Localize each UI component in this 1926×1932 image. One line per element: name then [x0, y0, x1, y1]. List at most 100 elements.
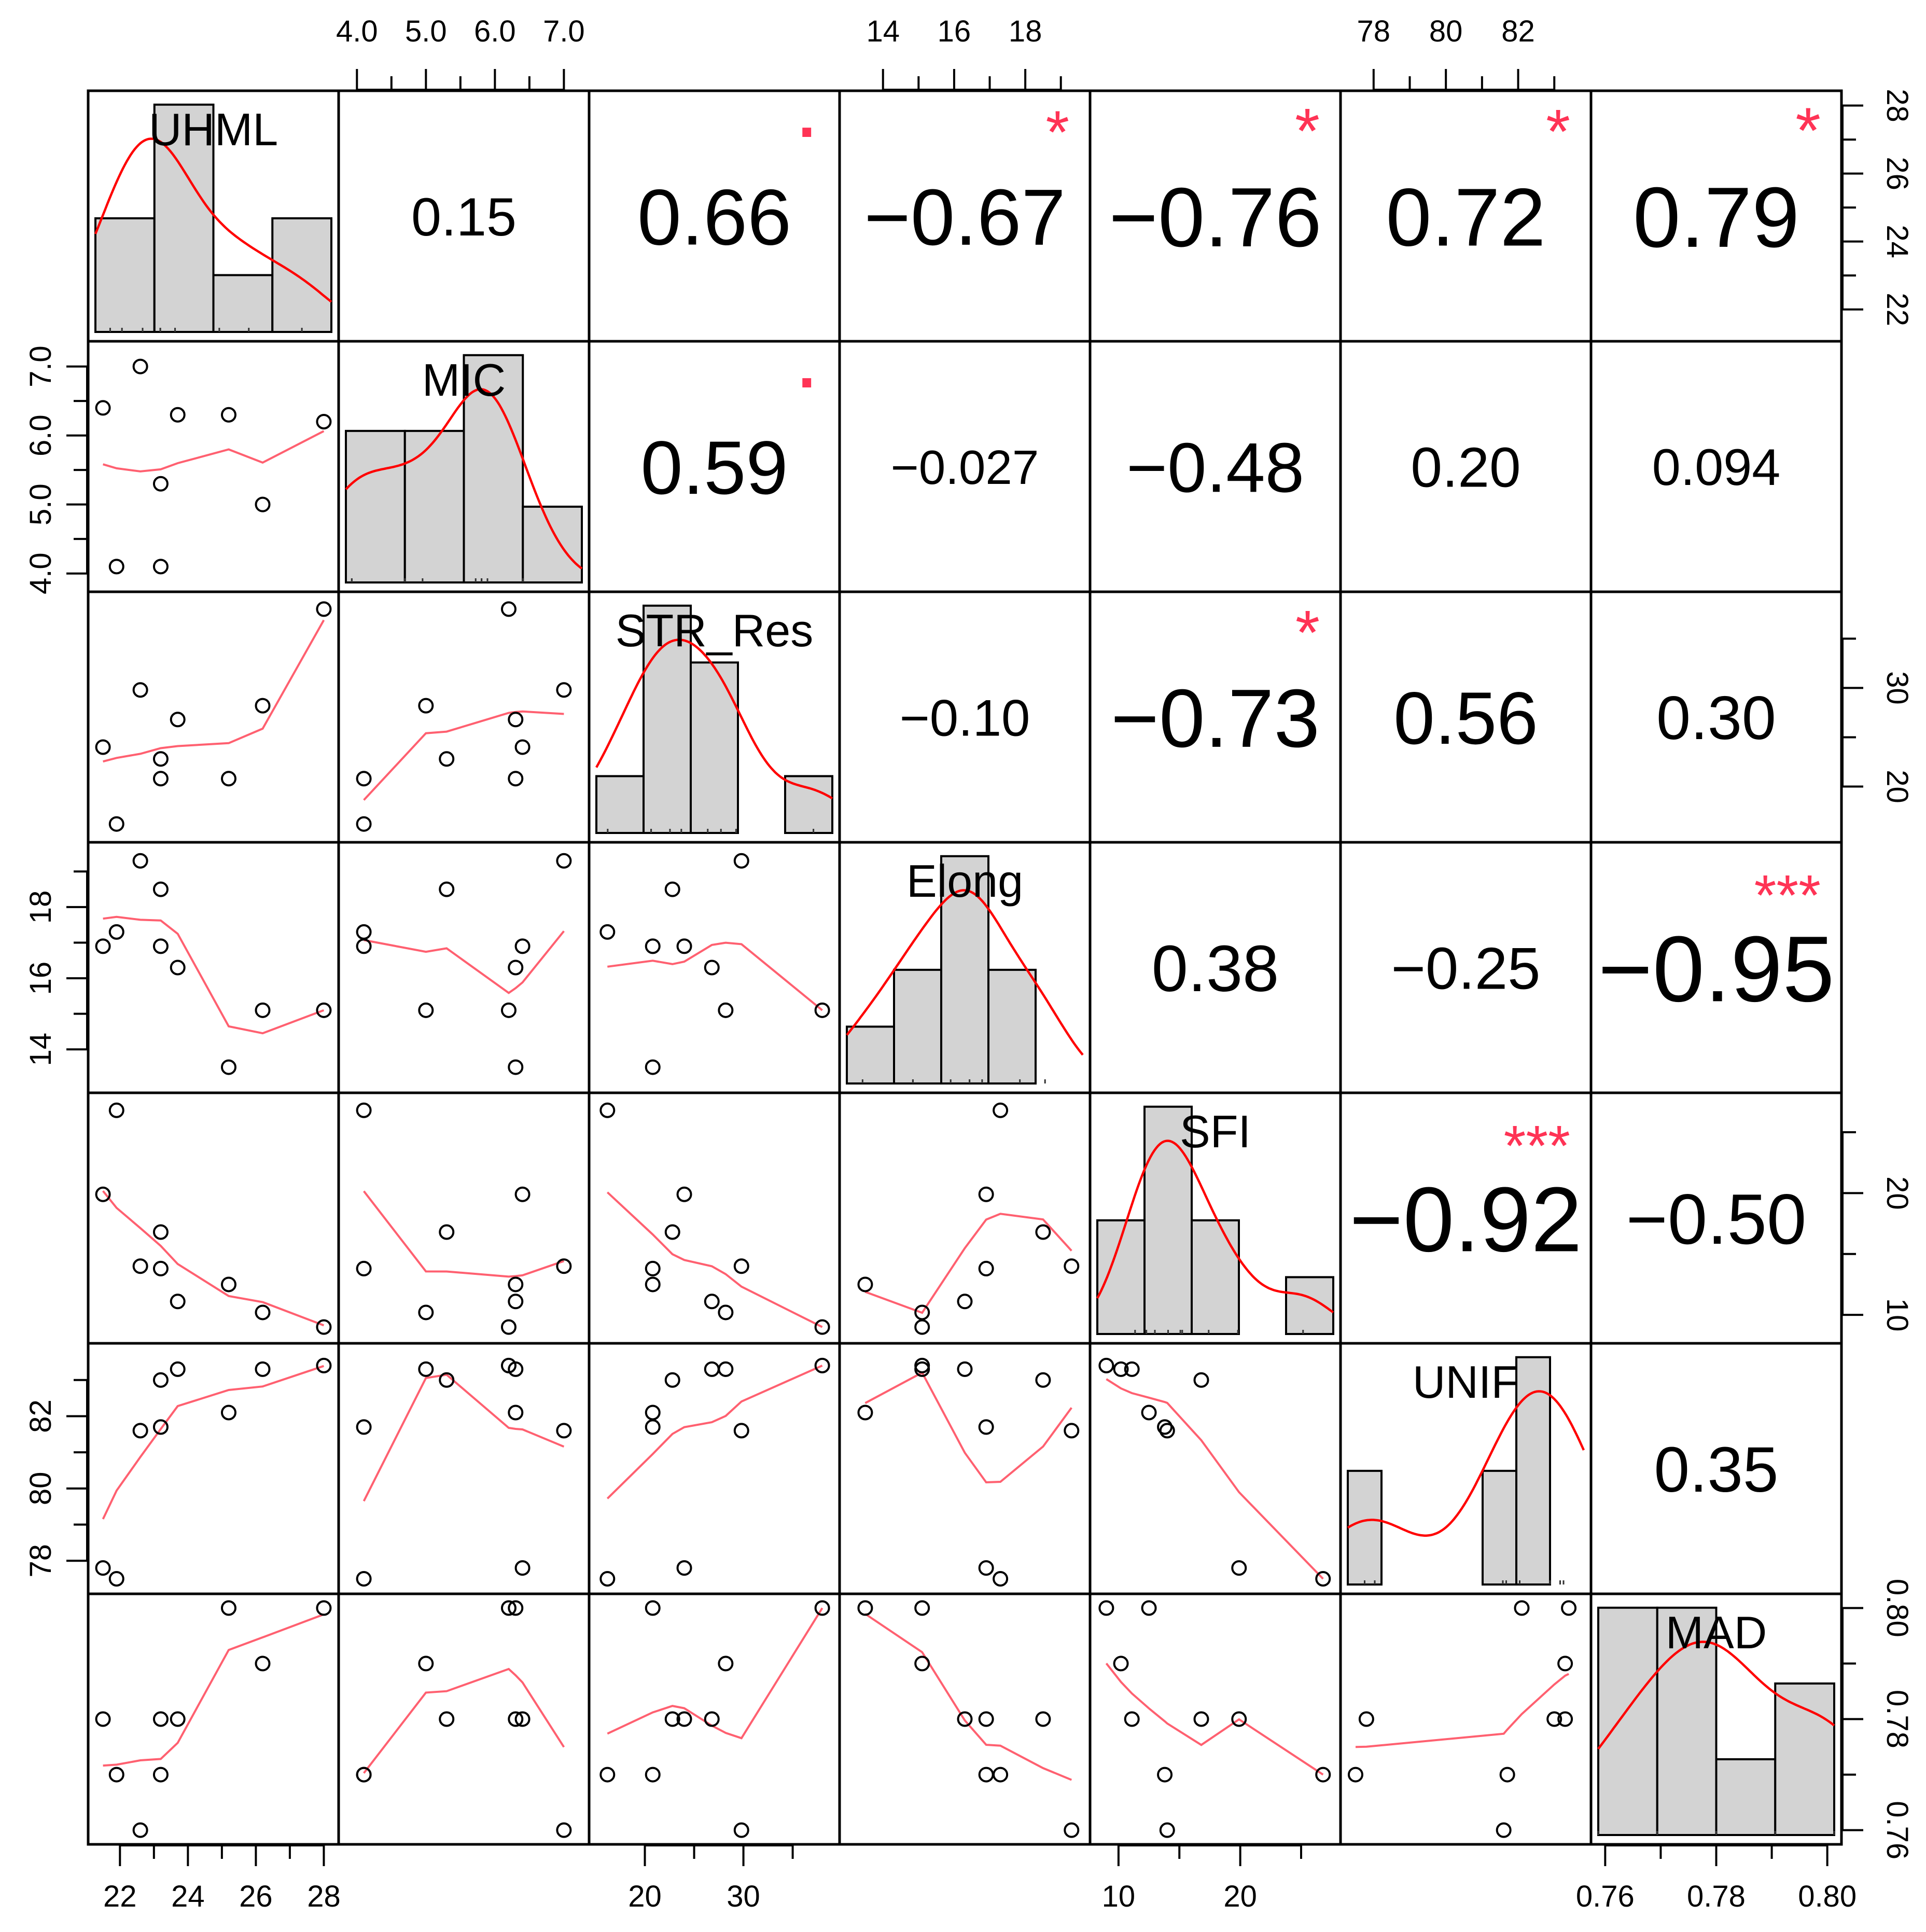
scatter-point-mad-vs-mic-4 [439, 1711, 455, 1727]
scatter-point-str-res-vs-mic-0 [514, 739, 531, 755]
scatter-point-sfi-vs-elong-6 [857, 1276, 873, 1292]
scatter-point-str-res-vs-mic-3 [356, 771, 372, 787]
scatter-point-unif-vs-str-res-4 [664, 1372, 680, 1388]
scatter-point-elong-vs-mic-7 [418, 1002, 434, 1018]
scatter-point-unif-vs-elong-8 [914, 1357, 930, 1373]
scatter-point-sfi-vs-str-res-1 [599, 1102, 616, 1118]
variable-label-mic: MIC [422, 354, 506, 406]
scatter-point-mad-vs-unif-2 [1496, 1822, 1512, 1838]
scatter-point-unif-vs-sfi-1 [1315, 1571, 1331, 1587]
panel-mic-uhml [87, 340, 340, 593]
scatter-point-sfi-vs-str-res-3 [645, 1260, 661, 1276]
scatter-point-mad-vs-str-res-3 [645, 1767, 661, 1783]
scatter-point-mad-vs-elong-1 [993, 1767, 1009, 1783]
scatter-point-sfi-vs-str-res-6 [645, 1276, 661, 1292]
scatter-point-elong-vs-str-res-6 [645, 1059, 661, 1075]
variable-label-uhml: UHML [149, 104, 278, 155]
scatter-point-sfi-vs-uhml-3 [152, 1260, 169, 1276]
scatter-point-sfi-vs-uhml-5 [170, 1294, 186, 1310]
axis-label-right-uhml-0: 22 [1880, 293, 1914, 326]
scatter-point-unif-vs-uhml-5 [170, 1361, 186, 1377]
smooth-line-mic-vs-uhml [103, 430, 325, 472]
scatter-point-unif-vs-str-res-0 [676, 1560, 692, 1576]
scatter-point-mad-vs-sfi-4 [1193, 1711, 1209, 1727]
smooth-line-unif-vs-mic [362, 1373, 565, 1502]
scatter-point-mad-vs-sfi-1 [1315, 1767, 1331, 1783]
axis-label-bottom-mad-0: 0.76 [1576, 1880, 1635, 1913]
histogram-bar-sfi-2 [1191, 1219, 1240, 1335]
histogram-bar-str-res-0 [595, 775, 645, 834]
panel-sfi-uhml [87, 1091, 340, 1345]
scatter-point-str-res-vs-uhml-2 [132, 682, 148, 698]
histogram-bar-elong-2 [940, 855, 989, 1085]
significance-stars-uhml-unif: * [1546, 96, 1570, 166]
scatter-point-sfi-vs-str-res-4 [664, 1224, 680, 1240]
scatter-point-str-res-vs-uhml-7 [255, 698, 271, 714]
scatter-point-sfi-vs-mic-0 [514, 1186, 531, 1202]
scatter-point-elong-vs-mic-0 [514, 938, 531, 954]
scatter-point-mad-vs-str-res-6 [645, 1600, 661, 1616]
scatter-point-sfi-vs-uhml-0 [95, 1186, 111, 1202]
axis-label-right-mad-1: 0.78 [1880, 1690, 1914, 1748]
axis-label-right-mad-2: 0.80 [1880, 1579, 1914, 1637]
axis-label-right-sfi-0: 10 [1880, 1298, 1914, 1332]
scatter-point-mad-vs-unif-6 [1514, 1600, 1530, 1616]
scatter-point-mad-vs-mic-0 [514, 1711, 531, 1727]
histogram-bar-uhml-0 [94, 217, 156, 333]
scatter-point-unif-vs-str-res-6 [645, 1405, 661, 1421]
scatter-point-unif-vs-uhml-3 [152, 1419, 169, 1435]
correlation-value-str-res-sfi: −0.73 [1111, 672, 1320, 765]
scatter-point-unif-vs-str-res-3 [645, 1419, 661, 1435]
scatter-point-str-res-vs-uhml-1 [108, 816, 124, 832]
scatter-point-elong-vs-mic-4 [439, 881, 455, 897]
panel-mad-uhml [87, 1592, 340, 1846]
scatter-point-sfi-vs-str-res-2 [733, 1258, 749, 1274]
scatter-point-unif-vs-elong-1 [993, 1571, 1009, 1587]
scatter-point-unif-vs-sfi-2 [1159, 1423, 1175, 1439]
scatter-point-str-res-vs-mic-1 [356, 816, 372, 832]
axis-label-bottom-mad-1: 0.78 [1687, 1880, 1746, 1913]
variable-label-mad: MAD [1666, 1607, 1767, 1658]
scatter-point-mad-vs-unif-1 [1347, 1767, 1363, 1783]
scatter-point-unif-vs-str-res-1 [599, 1571, 616, 1587]
scatter-point-elong-vs-str-res-3 [645, 938, 661, 954]
scatter-point-sfi-vs-str-res-0 [676, 1186, 692, 1202]
correlation-value-uhml-sfi: −0.76 [1109, 171, 1321, 265]
axis-label-top-mic-1: 5.0 [405, 15, 447, 48]
density-curve-unif [1347, 1390, 1585, 1537]
scatter-point-unif-vs-sfi-7 [1113, 1361, 1129, 1377]
scatter-point-str-res-vs-mic-2 [556, 682, 572, 698]
axis-label-bottom-sfi-0: 10 [1102, 1880, 1136, 1913]
axis-label-left-unif-0: 78 [24, 1544, 58, 1578]
scatter-point-sfi-vs-mic-2 [556, 1258, 572, 1274]
histogram-bar-mad-3 [1774, 1682, 1835, 1836]
scatter-point-mad-vs-str-res-4 [664, 1711, 680, 1727]
density-curve-mic [345, 388, 583, 569]
scatter-point-unif-vs-uhml-4 [152, 1372, 169, 1388]
axis-label-left-mic-0: 4.0 [24, 552, 58, 594]
scatter-point-unif-vs-elong-5 [957, 1361, 973, 1377]
scatter-point-sfi-vs-uhml-7 [255, 1304, 271, 1321]
axis-label-bottom-uhml-0: 22 [103, 1880, 137, 1913]
scatter-point-elong-vs-uhml-3 [152, 938, 169, 954]
scatter-point-sfi-vs-str-res-8 [814, 1319, 830, 1335]
panel-sfi-mic [337, 1091, 591, 1345]
scatter-point-mad-vs-mic-3 [356, 1767, 372, 1783]
scatter-point-str-res-vs-mic-7 [418, 698, 434, 714]
panel-unif-str-res [588, 1342, 841, 1595]
scatter-point-elong-vs-uhml-4 [152, 881, 169, 897]
scatter-point-unif-vs-sfi-0 [1231, 1560, 1247, 1576]
scatter-point-sfi-vs-uhml-2 [132, 1258, 148, 1274]
scatter-point-str-res-vs-uhml-3 [152, 771, 169, 787]
scatter-point-unif-vs-mic-0 [514, 1560, 531, 1576]
axis-label-left-mic-2: 6.0 [24, 414, 58, 456]
scatter-point-str-res-vs-mic-8 [500, 601, 517, 617]
smooth-line-mad-vs-str-res [607, 1607, 824, 1740]
scatter-point-sfi-vs-mic-6 [508, 1276, 524, 1292]
scatter-point-mad-vs-elong-4 [1035, 1711, 1051, 1727]
scatter-point-sfi-vs-elong-7 [914, 1304, 930, 1321]
scatter-point-mad-vs-elong-6 [857, 1600, 873, 1616]
scatter-point-mad-vs-elong-5 [957, 1711, 973, 1727]
